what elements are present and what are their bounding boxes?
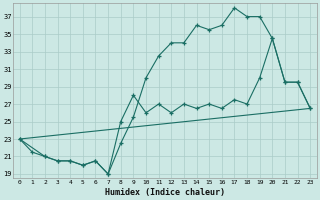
X-axis label: Humidex (Indice chaleur): Humidex (Indice chaleur) [105,188,225,197]
